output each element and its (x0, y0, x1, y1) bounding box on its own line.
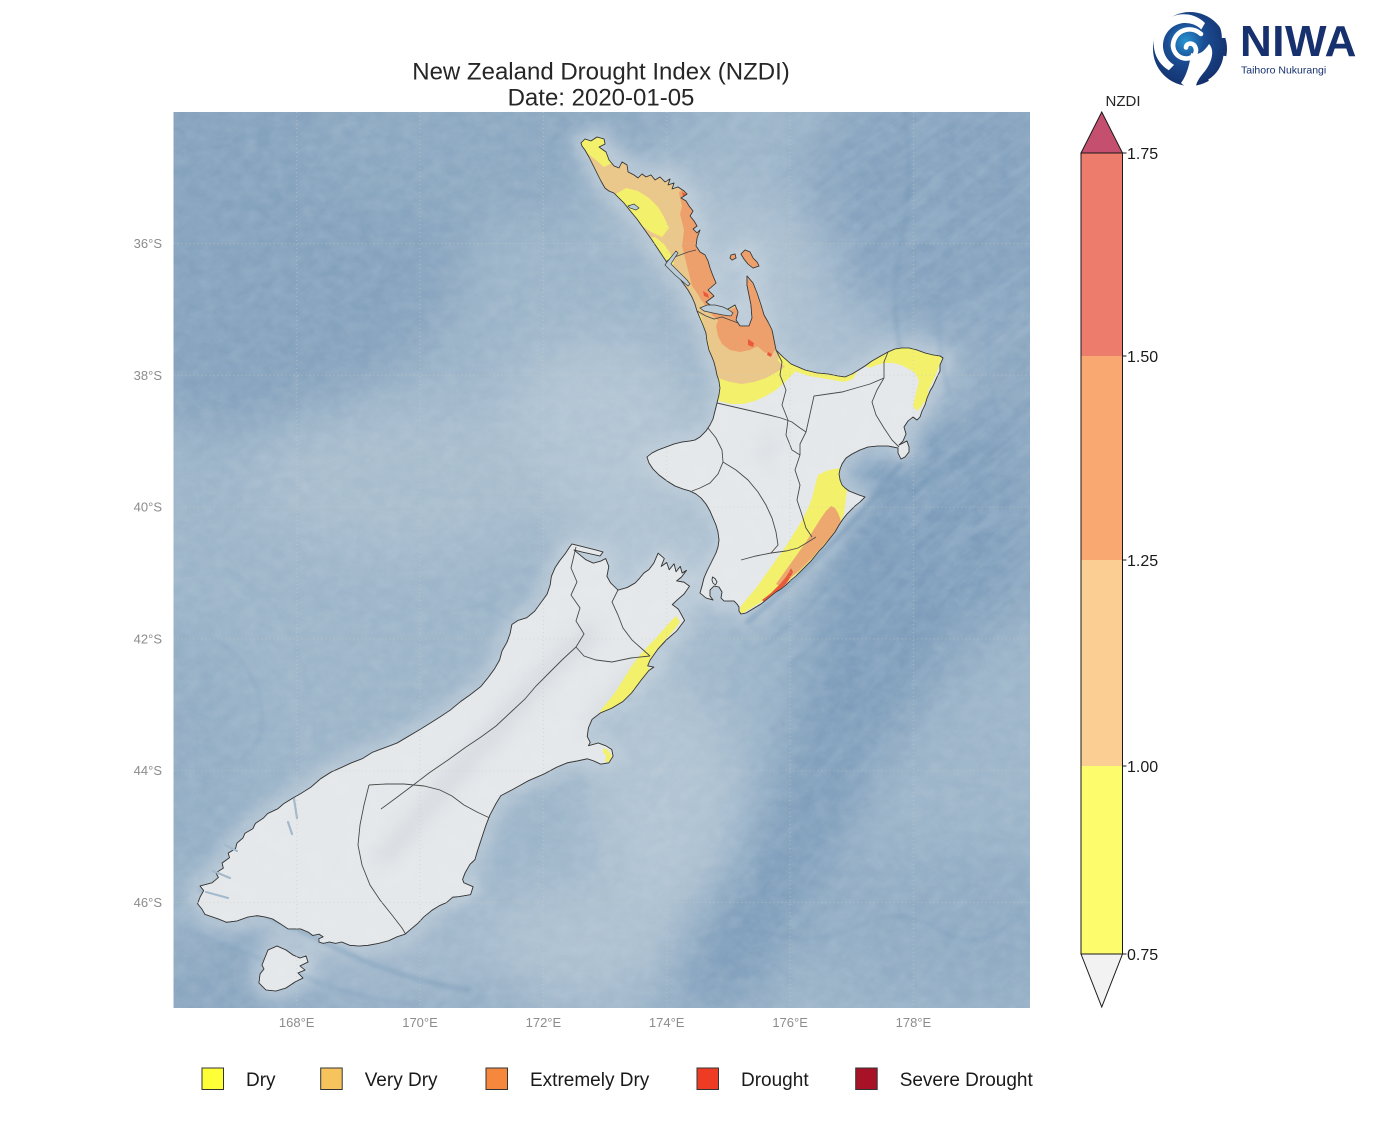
svg-text:1.25: 1.25 (1127, 553, 1158, 570)
svg-text:Extremely Dry: Extremely Dry (530, 1070, 650, 1091)
svg-text:Very Dry: Very Dry (365, 1070, 438, 1091)
svg-text:178°E: 178°E (896, 1015, 932, 1030)
svg-text:176°E: 176°E (772, 1015, 808, 1030)
svg-text:170°E: 170°E (402, 1015, 438, 1030)
svg-text:44°S: 44°S (134, 763, 163, 778)
svg-text:168°E: 168°E (279, 1015, 315, 1030)
svg-text:42°S: 42°S (134, 631, 163, 646)
svg-text:36°S: 36°S (134, 236, 163, 251)
svg-text:NIWA: NIWA (1240, 17, 1357, 66)
svg-text:Taihoro Nukurangi: Taihoro Nukurangi (1241, 65, 1326, 77)
svg-text:Drought: Drought (741, 1070, 809, 1091)
svg-text:38°S: 38°S (134, 368, 163, 383)
svg-text:46°S: 46°S (134, 895, 163, 910)
svg-text:NZDI: NZDI (1106, 93, 1141, 110)
svg-text:172°E: 172°E (526, 1015, 562, 1030)
svg-text:40°S: 40°S (134, 500, 163, 515)
svg-text:New Zealand Drought Index (NZD: New Zealand Drought Index (NZDI) (412, 59, 789, 86)
svg-text:1.00: 1.00 (1127, 759, 1158, 776)
svg-text:0.75: 0.75 (1127, 947, 1158, 964)
svg-text:Date: 2020-01-05: Date: 2020-01-05 (508, 85, 695, 112)
svg-text:Dry: Dry (246, 1070, 276, 1091)
svg-text:1.75: 1.75 (1127, 146, 1158, 163)
svg-text:Severe Drought: Severe Drought (900, 1070, 1034, 1091)
svg-text:174°E: 174°E (649, 1015, 685, 1030)
svg-text:1.50: 1.50 (1127, 349, 1158, 366)
